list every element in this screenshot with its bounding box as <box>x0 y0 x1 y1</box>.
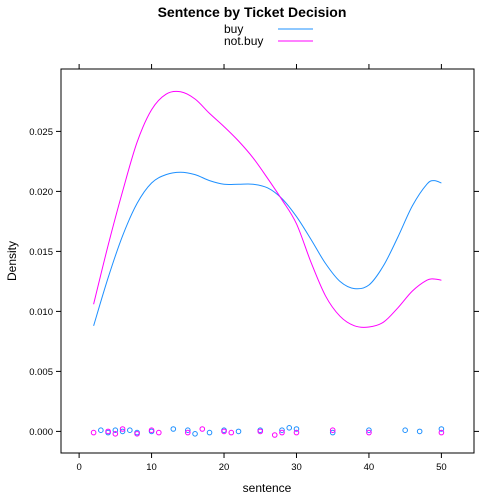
rug-point-buy <box>329 429 336 436</box>
rug-point-buy <box>293 426 300 432</box>
rug-point-buy <box>184 427 191 434</box>
rug-point-not-buy <box>221 428 227 435</box>
rug-point-not-buy <box>148 427 155 434</box>
x-tick-labels: 0 10 20 30 40 50 <box>76 462 446 473</box>
rug-point-buy <box>402 427 408 434</box>
rug-point-not-buy <box>438 429 445 436</box>
rug-point-not-buy <box>329 427 336 434</box>
y-tick-label: 0.005 <box>29 367 53 378</box>
axis-ticks <box>56 64 479 458</box>
y-tick-label: 0.000 <box>29 427 53 438</box>
rug-point-not-buy <box>184 429 191 436</box>
x-tick-label: 10 <box>146 462 157 473</box>
y-tick-label: 0.010 <box>29 307 53 318</box>
chart-title: Sentence by Ticket Decision <box>158 4 347 20</box>
x-tick-label: 40 <box>364 462 375 473</box>
legend: buy not.buy <box>224 22 313 48</box>
rug-point-not-buy <box>105 428 111 435</box>
density-line-not-buy <box>93 90 442 328</box>
x-tick-label: 0 <box>76 462 81 473</box>
rug-point-buy <box>112 427 119 434</box>
rug-point-not-buy <box>199 426 206 432</box>
y-tick-label: 0.015 <box>29 247 53 258</box>
rug-point-buy <box>235 428 242 435</box>
rug-point-buy <box>286 425 293 431</box>
rug-point-not-buy <box>293 429 300 436</box>
y-tick-labels: 0.000 0.005 0.010 0.015 0.020 0.025 <box>29 127 53 438</box>
density-curves <box>93 90 442 328</box>
rug-points <box>90 425 445 438</box>
rug-point-not-buy <box>119 426 126 432</box>
rug-point-buy <box>170 426 177 432</box>
x-tick-label: 20 <box>219 462 230 473</box>
legend-label-not-buy: not.buy <box>224 34 263 48</box>
rug-point-buy <box>119 428 126 435</box>
rug-point-not-buy <box>257 428 264 435</box>
rug-point-buy <box>206 429 213 436</box>
density-line-buy <box>93 171 442 326</box>
rug-point-not-buy <box>156 429 162 436</box>
x-axis-label: sentence <box>243 481 292 495</box>
rug-point-buy <box>98 427 104 434</box>
y-tick-label: 0.020 <box>29 187 53 198</box>
rug-point-buy <box>279 427 285 434</box>
plot-panel <box>60 68 475 454</box>
rug-point-not-buy <box>279 429 285 436</box>
rug-point-buy <box>192 431 198 437</box>
x-tick-label: 50 <box>436 462 447 473</box>
rug-point-not-buy <box>271 432 278 438</box>
y-axis-label: Density <box>5 241 19 281</box>
x-tick-label: 30 <box>291 462 302 473</box>
y-tick-label: 0.025 <box>29 127 53 138</box>
rug-point-not-buy <box>90 429 97 436</box>
rug-point-buy <box>438 426 445 432</box>
legend-label-buy: buy <box>224 22 243 36</box>
rug-point-not-buy <box>228 429 235 436</box>
rug-point-not-buy <box>112 431 119 437</box>
rug-point-buy <box>366 427 372 434</box>
rug-point-not-buy <box>134 431 140 437</box>
rug-point-buy <box>127 427 133 434</box>
rug-point-not-buy <box>366 429 372 436</box>
rug-point-buy <box>416 428 423 435</box>
